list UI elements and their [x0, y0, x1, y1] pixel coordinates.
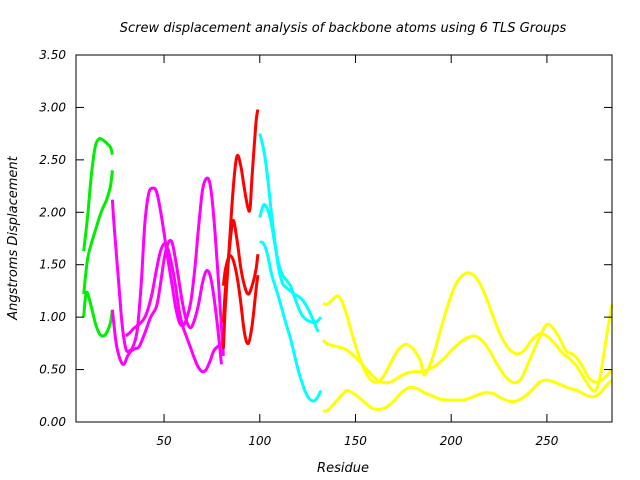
- y-tick-label: 0.00: [39, 415, 66, 429]
- x-axis-label: Residue: [317, 461, 369, 476]
- x-tick-label: 50: [156, 434, 172, 448]
- axis-layer: 0.00 0.50 1.00 1.50 2.00 2.50 3.00 3.50 50 100 150…: [39, 48, 612, 448]
- tls-group-1-line-1: [82, 136, 114, 252]
- tls-group-5-line-2: [321, 322, 614, 385]
- tls-group-1-line-3: [82, 290, 114, 338]
- tls-group-2-line-1: [110, 176, 225, 356]
- y-tick-label: 2.50: [39, 153, 66, 167]
- tls-group-2-line-2: [110, 238, 223, 366]
- series-layer: [82, 109, 614, 413]
- y-tick-label: 3.00: [39, 100, 66, 114]
- x-tick-label: 200: [440, 434, 463, 448]
- tls-group-5-line-1: [322, 271, 614, 393]
- chart-title: Screw displacement analysis of backbone …: [120, 21, 567, 36]
- tls-group-1-line-2: [82, 170, 114, 295]
- tls-group-4-line-2: [258, 203, 323, 324]
- y-tick-label: 1.00: [39, 310, 66, 324]
- y-tick-label: 1.50: [39, 258, 66, 272]
- y-axis-label: Angstroms Displacement: [6, 155, 21, 320]
- x-tick-label: 100: [248, 434, 271, 448]
- tls-group-4-line-1: [258, 133, 320, 333]
- y-tick-label: 2.00: [39, 205, 66, 219]
- tls-group-2-line-3: [124, 242, 225, 374]
- y-tick-label: 3.50: [39, 48, 66, 62]
- tls-group-5-line-3: [322, 378, 613, 413]
- x-tick-label: 250: [535, 434, 558, 448]
- plot-frame: [75, 54, 613, 423]
- tls-group-3-line-3: [221, 254, 260, 346]
- tls-group-4-line-3: [258, 240, 323, 403]
- y-tick-label: 0.50: [39, 363, 66, 377]
- x-tick-label: 150: [344, 434, 367, 448]
